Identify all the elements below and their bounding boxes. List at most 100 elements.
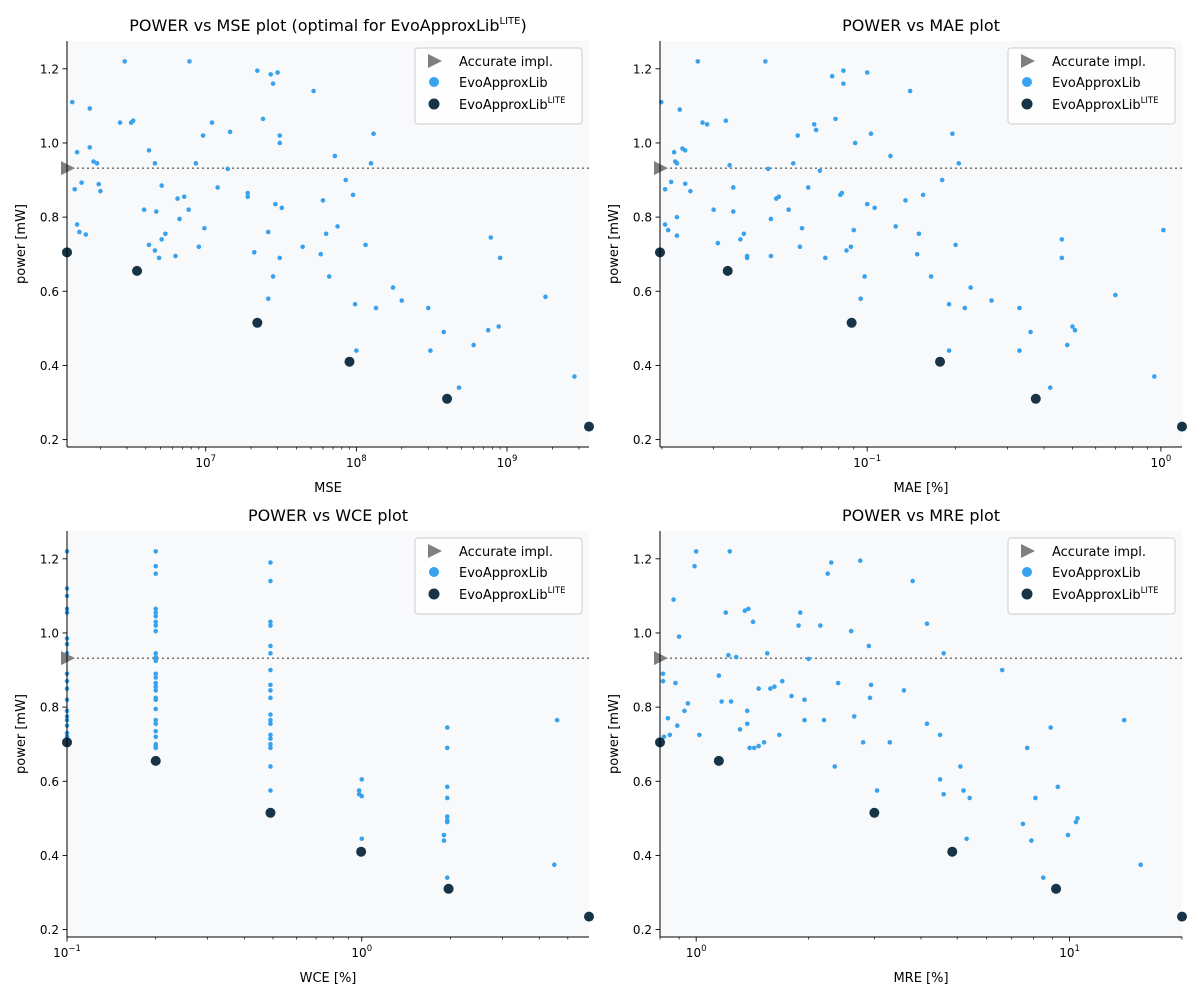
- data-point-evoapproxlib: [444, 784, 450, 790]
- data-point-evoapproxlib: [700, 120, 705, 125]
- data-point-evoapproxlib: [270, 81, 276, 86]
- data-point-evoapproxlib: [323, 231, 329, 237]
- x-tick-label: 108: [346, 454, 367, 470]
- data-point-evoapproxlib: [153, 721, 159, 727]
- data-point-evoapproxlib: [153, 745, 159, 751]
- data-point-evoapproxlib: [572, 374, 577, 379]
- data-point-evoapproxlib: [989, 298, 994, 303]
- data-point-evoapproxlib: [968, 285, 973, 290]
- data-point-evoapproxlib: [924, 721, 930, 727]
- data-point-evoapproxlib: [961, 788, 966, 793]
- data-point-evoapproxlib: [727, 162, 732, 168]
- data-point-evoapproxlib: [320, 198, 326, 203]
- data-point-evoapproxlib: [153, 728, 159, 734]
- data-point-evoapproxlib: [153, 697, 159, 703]
- x-axis-label: MAE [%]: [894, 481, 949, 496]
- y-tick-label: 0.2: [633, 433, 652, 447]
- data-point-evoapproxlib: [796, 623, 801, 628]
- data-point-evoapproxlib: [268, 736, 273, 741]
- data-point-evoapproxlib: [719, 699, 724, 704]
- data-point-evoapproxlib: [153, 734, 159, 740]
- data-point-evoapproxlib: [746, 606, 751, 612]
- data-point-evoapproxlib: [444, 875, 450, 880]
- y-tick-label: 0.2: [40, 923, 59, 937]
- data-point-evoapproxlib: [797, 244, 803, 250]
- data-point-accurate-impl: [61, 161, 75, 176]
- data-point-evoapproxlib: [268, 651, 273, 656]
- data-point-evoapproxlib: [153, 675, 159, 680]
- data-point-evoapproxlib: [665, 227, 671, 233]
- data-point-evoapproxlib: [867, 695, 873, 701]
- data-point-evoapproxlib: [811, 122, 817, 127]
- data-point-evoapproxlib: [674, 214, 680, 220]
- data-point-evoapproxlib: [277, 255, 283, 261]
- data-point-evoapproxlib: [497, 255, 503, 261]
- data-point-evoapproxlib: [733, 654, 739, 660]
- data-point-evoapproxlib: [153, 680, 159, 686]
- data-point-evoapproxlib: [777, 732, 782, 738]
- data-point-evoapproxlib: [946, 348, 952, 353]
- data-point-evoapproxlib: [962, 305, 968, 311]
- data-point-evoapproxlib: [268, 745, 273, 751]
- y-axis-label: power [mW]: [607, 694, 622, 774]
- data-point-evoapproxlib: [300, 244, 305, 250]
- data-point-evoapproxlib: [779, 678, 785, 684]
- data-point-evoapproxlib: [268, 72, 274, 77]
- data-point-evoapproxlib: [354, 348, 359, 353]
- data-point-evoapproxlib: [737, 727, 743, 732]
- y-axis-label: power [mW]: [14, 694, 29, 774]
- data-point-evoapproxlib: [727, 549, 733, 554]
- y-tick-label: 1.2: [633, 552, 652, 566]
- data-point-evoapproxlib: [941, 651, 946, 656]
- data-point-evoapproxlib: [275, 70, 280, 75]
- data-point-evoapproxlib: [268, 741, 273, 747]
- data-point-evoapproxlib: [802, 697, 807, 703]
- data-point-evoapproxlib: [265, 229, 271, 235]
- data-point-evoapproxlib: [937, 732, 943, 738]
- data-point-evoapproxlib: [154, 209, 159, 214]
- data-point-evoapproxlib-lite: [713, 755, 724, 766]
- data-point-evoapproxlib: [255, 68, 260, 73]
- data-point-evoapproxlib: [268, 643, 273, 649]
- data-point-evoapproxlib: [390, 285, 396, 290]
- legend-marker-evoapproxlib: [1022, 77, 1032, 87]
- data-point-evoapproxlib: [888, 153, 893, 159]
- data-point-evoapproxlib: [848, 628, 854, 634]
- data-point-evoapproxlib: [1033, 795, 1038, 801]
- data-point-evoapproxlib: [1075, 816, 1080, 821]
- data-point-accurate-impl: [61, 651, 75, 666]
- data-point-evoapproxlib: [268, 623, 273, 628]
- data-point-evoapproxlib: [1055, 784, 1061, 790]
- y-tick-label: 0.4: [40, 359, 59, 373]
- data-point-evoapproxlib: [368, 161, 374, 166]
- data-point-evoapproxlib: [153, 623, 159, 628]
- data-point-evoapproxlib: [697, 732, 702, 738]
- data-point-evoapproxlib: [673, 680, 678, 686]
- data-point-evoapproxlib: [471, 342, 476, 348]
- data-point-evoapproxlib: [744, 253, 750, 259]
- x-tick-label: 100: [686, 944, 707, 960]
- data-point-evoapproxlib: [159, 237, 164, 242]
- data-point-evoapproxlib: [860, 740, 866, 745]
- data-point-evoapproxlib: [756, 686, 761, 691]
- data-point-evoapproxlib: [852, 140, 858, 146]
- data-point-evoapproxlib-lite: [356, 846, 367, 857]
- data-point-evoapproxlib: [83, 232, 89, 237]
- data-point-evoapproxlib: [268, 721, 273, 727]
- data-point-evoapproxlib: [731, 185, 736, 190]
- data-point-evoapproxlib: [552, 862, 557, 867]
- data-point-evoapproxlib: [693, 549, 699, 554]
- y-axis-label: power [mW]: [607, 204, 622, 284]
- data-point-evoapproxlib: [685, 701, 691, 706]
- data-point-evoapproxlib: [373, 305, 379, 311]
- chart-panel-4: 100 101 0.2 0.4 0.6 0.8 1.0 1.2 POWER vs MRE plo…: [607, 506, 1187, 986]
- data-point-evoapproxlib: [763, 59, 768, 64]
- data-point-evoapproxlib: [825, 571, 830, 576]
- data-point-evoapproxlib: [967, 795, 972, 801]
- data-point-evoapproxlib: [1059, 237, 1065, 242]
- chart-panel-2: 10−1 100 0.2 0.4 0.6 0.8 1.0 1.2 POWER vs MAE pl…: [607, 16, 1187, 496]
- data-point-evoapproxlib: [768, 253, 774, 259]
- data-point-evoapproxlib: [444, 814, 450, 819]
- data-point-evoapproxlib: [343, 177, 349, 183]
